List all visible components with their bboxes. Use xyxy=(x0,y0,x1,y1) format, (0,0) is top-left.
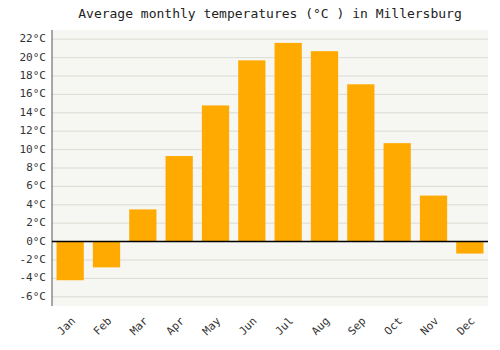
y-axis: -6°C -4°C -2°C 0°C 2°C 4°C 6°C 8°C 10°C 12°C 14°C 1… xyxy=(20,30,53,306)
x-tick-label: Nov xyxy=(418,314,442,338)
x-tick-label: Jan xyxy=(55,315,78,338)
x-tick-label: Sep xyxy=(345,315,368,338)
bars xyxy=(57,43,484,280)
x-tick-label: Dec xyxy=(454,315,477,338)
grid-line xyxy=(52,186,488,187)
grid-line xyxy=(52,241,488,242)
grid-line xyxy=(52,149,488,150)
x-tick-label: Aug xyxy=(309,315,332,338)
title: Average monthly temperatures (°C ) in Mi… xyxy=(78,6,462,21)
bar xyxy=(238,60,265,241)
bar xyxy=(311,51,338,241)
y-tick-label: 14°C xyxy=(20,106,47,119)
grid xyxy=(52,39,488,297)
zero-line xyxy=(52,241,488,243)
bar xyxy=(166,156,193,242)
y-tick-label: 20°C xyxy=(20,51,47,64)
y-tick-label: -4°C xyxy=(20,271,47,284)
bar xyxy=(57,242,84,281)
grid-line xyxy=(52,296,488,297)
bar xyxy=(202,105,229,241)
x-axis: Jan Feb Mar Apr May Jun Jul Aug Sep Oct Nov Dec xyxy=(55,314,478,338)
grid-line xyxy=(52,76,488,77)
grid-line xyxy=(52,278,488,279)
x-tick-label: Jun xyxy=(236,315,259,338)
bar xyxy=(420,196,447,242)
x-tick-label: Jul xyxy=(273,315,296,338)
bar xyxy=(384,143,411,241)
x-tick-label: Feb xyxy=(91,315,114,338)
grid-line xyxy=(52,39,488,40)
x-tick-label: Oct xyxy=(382,315,405,338)
page: {"chart_data": {"type": "bar", "title": … xyxy=(0,0,500,350)
grid-line xyxy=(52,131,488,132)
x-tick-label: Mar xyxy=(127,314,151,338)
y-tick-label: 8°C xyxy=(26,161,46,174)
grid-line xyxy=(52,57,488,58)
y-tick-label: 18°C xyxy=(20,69,47,82)
y-tick-label: 6°C xyxy=(26,179,46,192)
y-tick-label: 16°C xyxy=(20,87,47,100)
y-tick-label: 12°C xyxy=(20,124,47,137)
x-tick-label: May xyxy=(200,314,224,338)
y-tick-label: 22°C xyxy=(20,32,47,45)
y-tick-label: -6°C xyxy=(20,290,47,303)
y-tick-label: -2°C xyxy=(20,253,47,266)
grid-line xyxy=(52,112,488,113)
x-tick-label: Apr xyxy=(164,314,188,338)
y-tick-label: 10°C xyxy=(20,143,47,156)
bar xyxy=(275,43,302,242)
y-axis-line xyxy=(52,30,53,306)
bar xyxy=(93,242,120,268)
grid-line xyxy=(52,94,488,95)
grid-line xyxy=(52,168,488,169)
bar xyxy=(129,209,156,241)
y-tick-label: 4°C xyxy=(26,198,46,211)
bar xyxy=(347,84,374,241)
bar xyxy=(456,242,483,254)
y-tick-label: 0°C xyxy=(26,235,46,248)
plot-background xyxy=(52,30,488,306)
y-tick-label: 2°C xyxy=(26,216,46,229)
chart: -6°C -4°C -2°C 0°C 2°C 4°C 6°C 8°C 10°C 12°C 14°C 1… xyxy=(0,0,500,350)
